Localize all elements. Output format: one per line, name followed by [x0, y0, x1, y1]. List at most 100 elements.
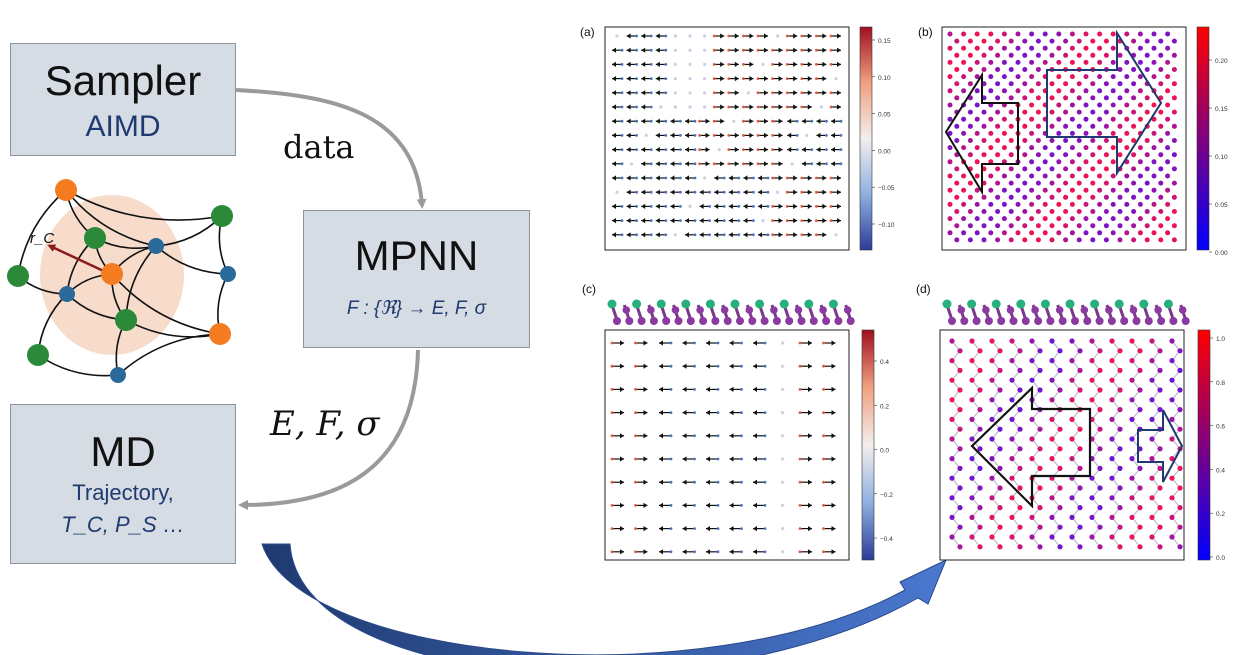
field-arrow-tail — [763, 411, 767, 414]
lattice-atom — [1158, 38, 1164, 44]
lattice-atom — [1083, 102, 1089, 108]
lattice-atom — [1056, 116, 1062, 122]
strip-atom-purple — [625, 317, 634, 325]
field-arrow-head — [807, 175, 812, 181]
lattice-atom — [974, 102, 980, 108]
lattice-atom — [1063, 209, 1069, 214]
field-arrow-head — [641, 175, 646, 181]
lattice-atom — [1008, 209, 1014, 214]
field-arrow-head — [778, 47, 783, 53]
field-dot — [673, 233, 678, 237]
chain-atom — [1009, 436, 1015, 442]
field-arrow-tail — [664, 205, 668, 208]
field-arrow-head — [706, 549, 710, 555]
chain-atom — [949, 436, 955, 442]
field-arrow-head — [655, 175, 660, 181]
chain-atom — [977, 367, 983, 373]
lattice-atom — [1035, 67, 1041, 72]
lattice-atom — [1008, 237, 1014, 243]
lattice-atom — [1049, 180, 1055, 186]
lattice-atom — [1124, 216, 1130, 222]
chain-atom — [1057, 544, 1063, 550]
field-arrow-head — [682, 526, 687, 532]
chain-atom — [1117, 387, 1123, 393]
field-arrow-head — [831, 433, 836, 439]
chain-atom — [1069, 534, 1075, 540]
field-arrow-head — [641, 218, 646, 224]
field-arrow-tail — [712, 105, 716, 109]
lattice-atom — [1049, 52, 1055, 58]
lattice-atom — [1022, 180, 1028, 186]
sampler-subtitle: AIMD — [85, 110, 161, 143]
field-arrow-head — [822, 61, 827, 67]
chain-atom — [1089, 514, 1095, 521]
colorbar-tick-label: −0.4 — [880, 536, 893, 543]
chain-atom — [949, 534, 955, 540]
lattice-atom — [967, 209, 973, 214]
chain-atom — [969, 416, 975, 422]
field-arrow-tail — [620, 205, 624, 208]
field-arrow-head — [764, 76, 768, 82]
lattice-atom — [1165, 216, 1171, 222]
chain-atom — [1069, 397, 1075, 403]
chain-atom — [997, 367, 1003, 373]
lattice-atom — [995, 138, 1001, 143]
lattice-atom — [1124, 230, 1130, 236]
lattice-atom — [1097, 230, 1103, 236]
lattice-atom — [947, 116, 953, 122]
field-arrow-head — [655, 232, 660, 238]
field-arrow-tail — [795, 148, 799, 152]
lattice-atom — [1063, 152, 1069, 158]
field-arrow-tail — [649, 190, 653, 194]
field-arrow-tail — [664, 219, 668, 223]
field-arrow-head — [682, 456, 687, 462]
field-arrow-head — [659, 479, 663, 485]
field-arrow-tail — [693, 434, 696, 438]
chain-bond — [1011, 340, 1021, 548]
field-arrow-tail — [798, 434, 802, 438]
lattice-atom — [1008, 109, 1014, 115]
field-dot — [790, 162, 794, 166]
field-dot — [834, 77, 838, 81]
field-arrow-head — [807, 218, 812, 224]
field-arrow-tail — [822, 527, 825, 530]
strip-atom-green — [730, 299, 740, 309]
strip-atom-green — [681, 299, 691, 309]
lattice-atom — [988, 145, 994, 151]
lattice-atom — [954, 237, 960, 243]
field-arrow-head — [670, 132, 675, 138]
lattice-atom — [1171, 52, 1177, 58]
lattice-atom — [947, 31, 953, 37]
field-arrow-head — [728, 218, 733, 224]
chain-atom — [1169, 495, 1175, 501]
lattice-atom — [1035, 52, 1041, 58]
field-dot — [688, 91, 692, 95]
lattice-atom — [1131, 152, 1137, 158]
chain-atom — [957, 505, 963, 511]
field-arrow-tail — [712, 48, 716, 52]
field-arrow-tail — [800, 205, 804, 208]
lattice-atom — [1110, 116, 1116, 122]
lattice-atom — [967, 67, 973, 72]
lattice-atom — [1144, 180, 1150, 186]
lattice-atom — [1097, 187, 1103, 193]
lattice-atom — [995, 52, 1001, 58]
chain-atom — [1029, 338, 1035, 344]
lattice-atom — [961, 116, 967, 122]
chain-atom — [969, 358, 975, 364]
lattice-atom — [1049, 109, 1055, 115]
chain-atom — [1117, 446, 1123, 452]
lattice-atom — [1029, 116, 1035, 122]
chain-atom — [1157, 387, 1163, 393]
lattice-atom — [1103, 180, 1109, 186]
chain-atom — [1149, 456, 1155, 462]
lattice-atom — [1049, 123, 1055, 129]
field-arrow-head — [626, 33, 631, 39]
strip-atom-purple — [637, 317, 646, 325]
field-arrow-tail — [722, 233, 726, 237]
mpnn-box: MPNN F : {ℜ} → E, F, σ — [303, 210, 530, 348]
lattice-atom — [1029, 173, 1035, 179]
field-arrow-tail — [669, 411, 673, 414]
lattice-atom — [1049, 81, 1055, 87]
chain-bond — [1071, 340, 1081, 548]
